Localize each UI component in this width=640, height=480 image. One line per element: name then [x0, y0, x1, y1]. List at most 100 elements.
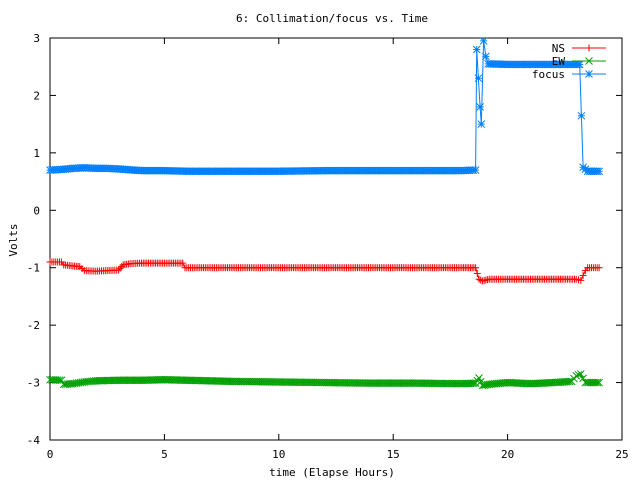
data-point-EW [333, 378, 342, 387]
data-point-EW [417, 379, 426, 388]
data-point-EW [309, 378, 318, 387]
data-point-EW [397, 379, 406, 387]
data-point-EW [324, 378, 333, 387]
data-point-focus [479, 37, 488, 45]
data-point-EW [296, 378, 305, 387]
data-point-EW [373, 379, 382, 387]
data-point-EW [267, 378, 276, 386]
x-tick-label: 15 [387, 448, 400, 461]
data-point-focus [476, 103, 484, 111]
data-point-EW [386, 379, 395, 387]
data-point-EW [401, 379, 409, 387]
data-point-EW [326, 378, 334, 387]
data-point-EW [276, 378, 285, 386]
data-point-EW [430, 379, 439, 388]
data-point-EW [280, 378, 289, 386]
data-point-EW [364, 379, 373, 387]
data-point-EW [572, 371, 581, 380]
data-point-EW [357, 379, 366, 387]
data-point-focus [595, 167, 603, 176]
data-point-EW [236, 377, 245, 386]
data-point-EW [273, 378, 281, 386]
data-point-EW [278, 378, 287, 386]
y-tick-label: -1 [27, 262, 40, 275]
data-point-EW [441, 379, 450, 388]
data-point-EW [425, 379, 433, 388]
data-point-EW [291, 378, 300, 387]
data-point-EW [450, 379, 459, 388]
data-point-EW [392, 379, 400, 387]
data-point-EW [403, 379, 411, 387]
legend-marker-NS [585, 44, 593, 52]
data-point-EW [452, 379, 461, 388]
data-point-EW [419, 379, 428, 388]
y-tick-label: -4 [27, 434, 41, 447]
data-point-EW [258, 377, 267, 386]
data-point-EW [375, 379, 384, 387]
data-point-EW [399, 379, 408, 387]
y-tick-label: 3 [33, 32, 40, 45]
data-point-EW [289, 378, 298, 387]
data-point-NS [116, 264, 124, 272]
data-point-EW [241, 377, 250, 386]
data-point-EW [415, 379, 424, 388]
data-point-EW [344, 379, 353, 387]
data-point-EW [360, 379, 369, 387]
data-point-EW [445, 379, 453, 388]
data-point-EW [340, 378, 349, 387]
data-point-NS [577, 276, 585, 284]
data-point-focus [482, 52, 490, 61]
data-point-focus [477, 120, 486, 128]
data-point-EW [269, 378, 278, 386]
data-point-EW [565, 377, 574, 386]
data-point-EW [322, 378, 331, 387]
data-point-EW [423, 379, 431, 388]
data-point-EW [260, 377, 269, 386]
legend-label-focus: focus [532, 68, 565, 81]
data-point-EW [421, 379, 430, 388]
x-tick-label: 0 [47, 448, 54, 461]
data-point-EW [382, 379, 391, 387]
data-point-EW [232, 377, 241, 386]
data-point-NS [579, 271, 587, 279]
data-point-EW [298, 378, 307, 387]
data-point-EW [379, 379, 387, 387]
series-focus [46, 37, 603, 176]
data-point-EW [335, 378, 344, 387]
data-point-focus [474, 74, 483, 83]
data-point-EW [377, 379, 386, 387]
data-point-EW [362, 379, 371, 387]
y-tick-label: -3 [27, 377, 40, 390]
data-point-EW [284, 378, 292, 386]
data-point-EW [313, 378, 322, 387]
data-point-EW [574, 370, 583, 379]
data-point-EW [410, 379, 419, 387]
data-point-EW [274, 378, 283, 386]
axes: 0 5 10 15 20 25 -4 -3 -2 -1 0 1 2 3 [27, 32, 629, 461]
data-point-EW [368, 379, 377, 387]
data-point-focus [471, 166, 480, 174]
data-point-NS [473, 269, 481, 277]
data-point-EW [595, 378, 603, 387]
series-line-focus [49, 40, 600, 172]
plot-area [46, 37, 603, 390]
y-tick-label: 0 [33, 204, 40, 217]
data-point-EW [564, 377, 572, 386]
data-point-EW [306, 378, 314, 387]
legend-marker-focus [585, 70, 593, 78]
x-axis-label: time (Elapse Hours) [269, 466, 395, 479]
data-point-EW [317, 378, 325, 387]
data-point-EW [593, 378, 602, 387]
data-point-EW [328, 378, 336, 387]
data-point-focus [575, 60, 584, 69]
data-point-EW [393, 379, 402, 387]
data-point-EW [231, 377, 239, 386]
data-point-EW [370, 379, 378, 387]
data-point-EW [315, 378, 323, 387]
data-point-EW [243, 377, 252, 386]
data-point-EW [307, 378, 316, 387]
y-tick-label: -2 [27, 319, 40, 332]
data-point-EW [247, 377, 256, 386]
data-point-EW [414, 379, 422, 388]
data-point-EW [293, 378, 301, 387]
